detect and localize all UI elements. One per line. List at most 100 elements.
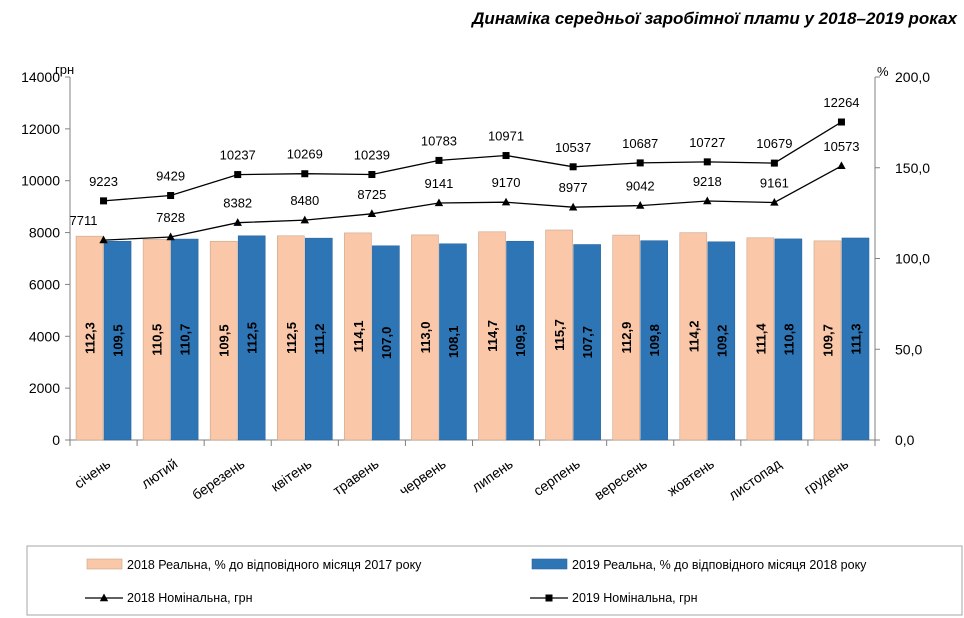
bar-label-2018: 114,1 (351, 321, 366, 353)
marker-2019-nominal (100, 197, 108, 205)
category-label: вересень (591, 455, 650, 503)
category-label: грудень (801, 455, 851, 497)
marker-2018-nominal (166, 232, 175, 241)
marker-2018-nominal (770, 197, 779, 206)
category-label: липень (469, 455, 516, 495)
bar-2019-real (372, 245, 400, 441)
line-label-2018: 9218 (693, 174, 722, 189)
category-label: серпень (530, 455, 583, 498)
right-tick-label: 200,0 (895, 69, 930, 85)
marker-2019-nominal (368, 171, 376, 179)
bar-label-2018: 109,5 (217, 324, 232, 357)
bar-2018-real (478, 231, 506, 441)
line-2018-nominal (103, 165, 842, 241)
line-label-2019: 9429 (156, 169, 185, 184)
bar-label-2019: 110,7 (178, 324, 193, 356)
legend-box (26, 545, 963, 616)
bar-2019-real (237, 235, 266, 441)
bar-label-2019: 110,8 (781, 324, 796, 356)
bar-2018-real (75, 235, 104, 441)
marker-2019-nominal (770, 159, 778, 167)
right-axis-unit: % (877, 64, 889, 79)
chart-title: Динаміка середньої заробітної плати у 20… (470, 9, 958, 28)
line-label-2019: 10971 (488, 129, 524, 144)
bar-2018-real (679, 232, 708, 441)
legend-swatch (531, 558, 568, 570)
bar-label-2019: 111,3 (848, 323, 863, 354)
marker-2018-nominal (367, 209, 377, 217)
bar-label-2018: 110,5 (150, 324, 165, 356)
marker-2018-nominal (434, 198, 444, 207)
marker-2019-nominal (167, 192, 175, 200)
bar-label-2019: 109,8 (647, 324, 662, 357)
marker-2018-nominal (300, 215, 309, 224)
bar-label-2018: 114,2 (686, 320, 701, 352)
right-tick-label: 150,0 (895, 160, 930, 176)
marker-2019-nominal (837, 118, 845, 126)
legend-label: 2018 Реальна, % до відповідного місяця 2… (127, 558, 422, 572)
line-label-2019: 10537 (555, 140, 591, 155)
bar-label-2018: 109,7 (820, 324, 835, 357)
bar-2018-real (612, 234, 641, 441)
line-label-2019: 10687 (622, 136, 658, 151)
bar-label-2019: 108,1 (446, 326, 461, 359)
data-labels: 112,3 110,5 109,5 112,5 114,1 113,0 114,7 115,7… (70, 95, 864, 359)
left-tick-label: 14000 (21, 69, 60, 85)
marker-2018-nominal (703, 196, 712, 205)
category-label: травень (330, 455, 382, 498)
bar-2019-real (841, 237, 870, 441)
bar-label-2018: 115,7 (552, 319, 567, 351)
left-tick-label: 4000 (29, 328, 60, 344)
bar-2019-real (439, 243, 467, 441)
left-tick-label: 2000 (29, 380, 60, 396)
right-tick-label: 50,0 (895, 341, 922, 357)
bar-2018-real (813, 240, 842, 441)
line-label-2019: 10239 (354, 148, 390, 163)
bar-label-2019: 109,5 (513, 324, 528, 357)
line-label-2019: 12264 (823, 95, 859, 110)
marker-2019-nominal (569, 163, 577, 171)
line-label-2019: 10783 (421, 133, 457, 148)
legend-marker (99, 593, 109, 602)
left-tick-label: 12000 (21, 121, 60, 137)
right-tick-label: 0,0 (895, 432, 915, 448)
bar-2018-real (209, 240, 238, 441)
category-label: жовтень (664, 455, 717, 499)
bars (75, 229, 870, 441)
bar-label-2018: 112,5 (284, 322, 299, 354)
legend-label: 2018 Номінальна, грн (127, 591, 253, 605)
bar-2018-real (344, 232, 372, 441)
marker-2018-nominal (568, 202, 578, 211)
line-label-2018: 9170 (492, 175, 521, 190)
line-label-2019: 10727 (689, 135, 725, 150)
bar-2018-real (142, 239, 171, 441)
bar-label-2018: 113,0 (418, 322, 433, 354)
bar-label-2019: 112,5 (245, 322, 260, 354)
bar-label-2019: 111,2 (312, 324, 327, 355)
line-label-2019: 10237 (220, 148, 256, 163)
bar-label-2019: 107,7 (580, 326, 595, 359)
line-label-2019: 10679 (756, 136, 792, 151)
legend-marker (545, 594, 553, 602)
bar-label-2019: 109,5 (111, 324, 126, 357)
line-label-2019: 10269 (287, 147, 323, 162)
line-label-2018: 8725 (357, 187, 386, 202)
marker-2018-nominal (636, 201, 645, 209)
left-tick-label: 10000 (21, 173, 60, 189)
line-label-2018: 10573 (823, 139, 859, 154)
bar-label-2018: 112,9 (619, 322, 634, 354)
bar-2018-real (746, 237, 775, 441)
bar-2019-real (640, 240, 669, 441)
legend-label: 2019 Номінальна, грн (572, 591, 698, 605)
bar-2019-real (774, 238, 803, 441)
line-label-2018: 9141 (424, 176, 453, 191)
legend-label: 2019 Реальна, % до відповідного місяця 2… (572, 558, 867, 572)
right-tick-label: 100,0 (895, 251, 930, 267)
bar-label-2018: 112,3 (83, 322, 98, 354)
marker-2019-nominal (502, 152, 510, 160)
line-label-2018: 7711 (70, 213, 98, 228)
line-label-2019: 9223 (89, 174, 118, 189)
left-tick-label: 0 (52, 432, 60, 448)
category-label: березень (189, 455, 247, 503)
